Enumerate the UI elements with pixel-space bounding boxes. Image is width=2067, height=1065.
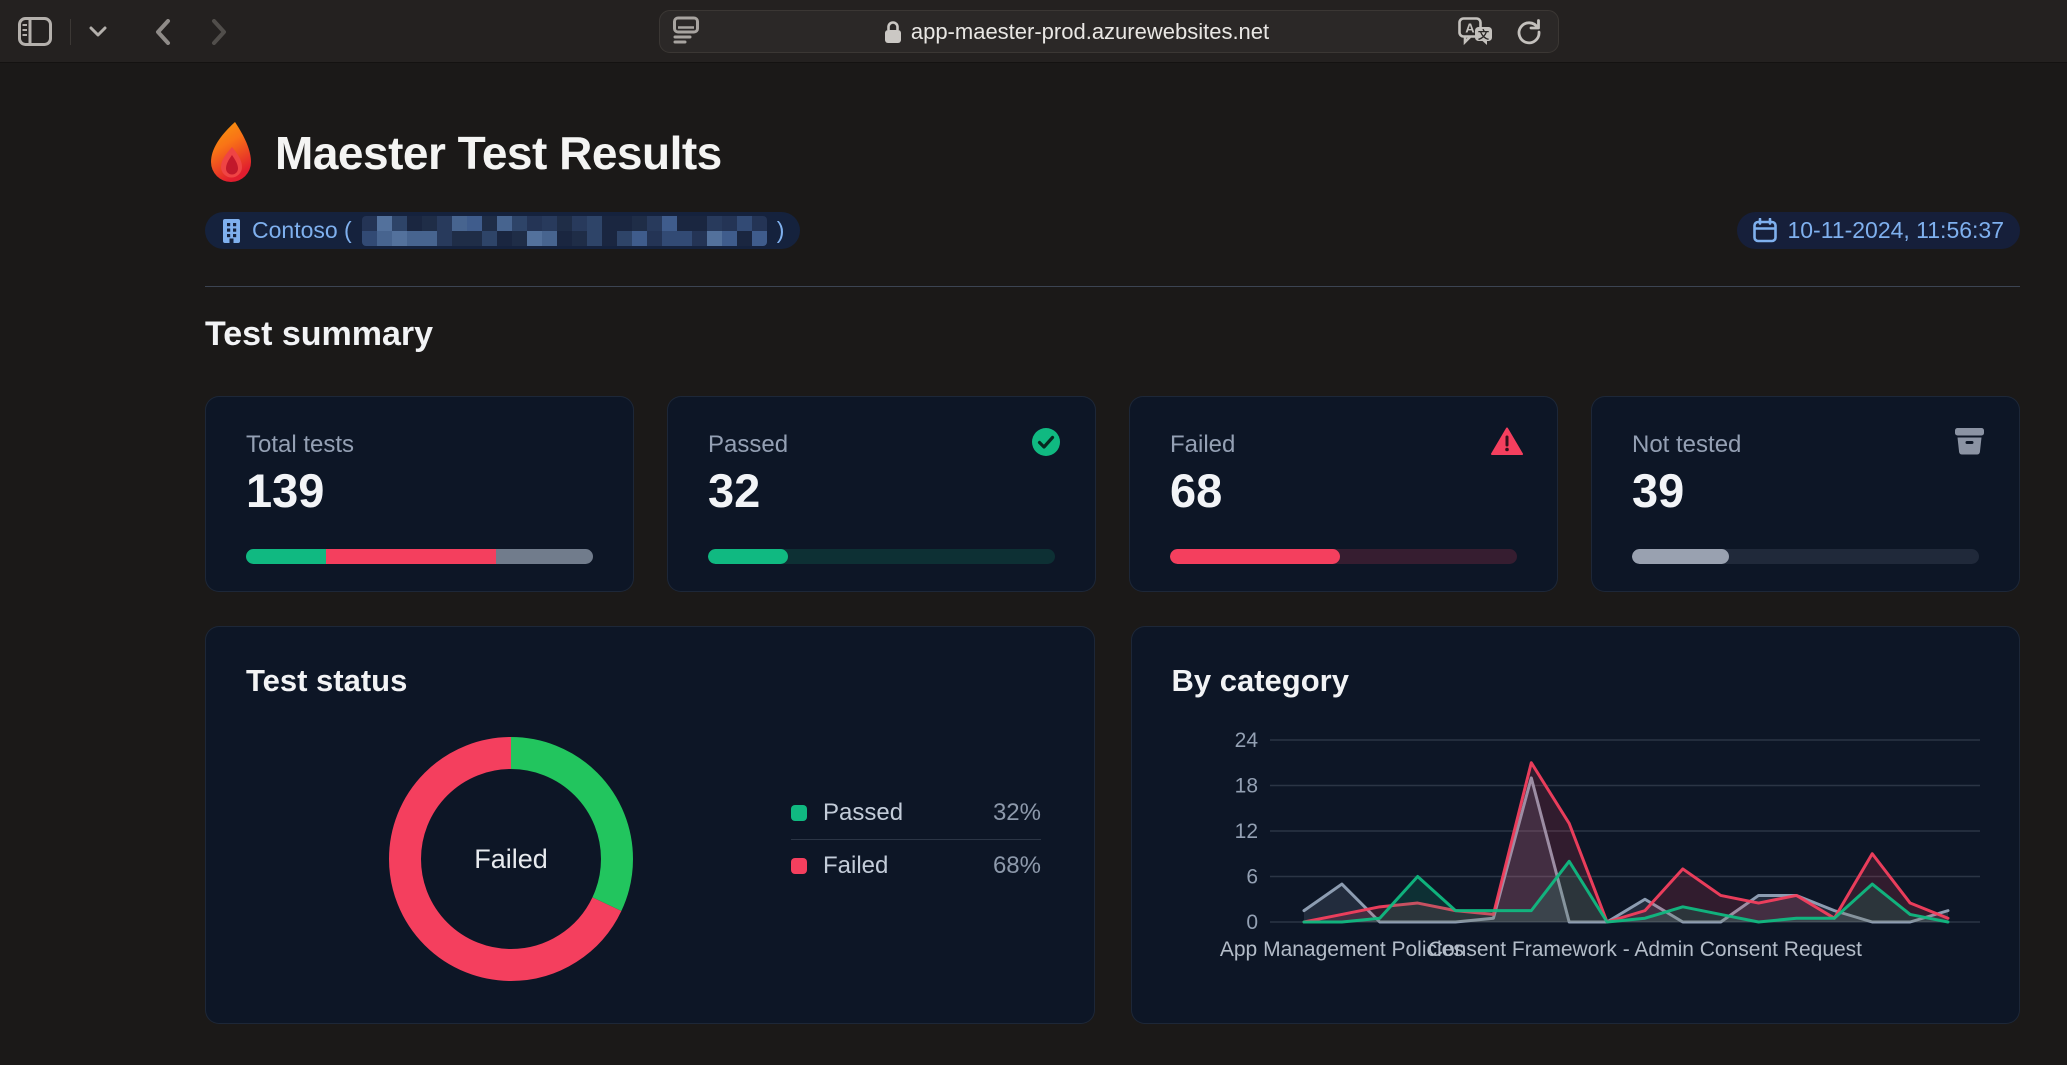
tenant-name-prefix: Contoso (	[252, 217, 352, 243]
redacted-tenant-id	[361, 215, 767, 246]
legend-row-failed: Failed 68%	[791, 840, 1041, 892]
sidebar-icon	[18, 17, 52, 46]
stat-label: Passed	[708, 431, 789, 458]
timestamp-text: 10-11-2024, 11:56:37	[1787, 217, 2004, 243]
chevron-right-icon	[212, 18, 226, 45]
translate-icon: A 文	[1458, 16, 1492, 45]
stat-value: 139	[246, 464, 325, 517]
sidebar-toggle-button[interactable]	[14, 13, 56, 50]
browser-toolbar: app-maester-prod.azurewebsites.net A 文	[0, 0, 2067, 63]
legend-row-passed: Passed 32%	[791, 787, 1041, 839]
bar-segment	[246, 549, 326, 564]
total-progress-bar	[246, 549, 593, 564]
svg-text:12: 12	[1234, 820, 1257, 843]
legend-value: 68%	[992, 852, 1041, 879]
chevron-left-icon	[156, 18, 170, 45]
summary-cards: Total tests 139 Passed 32 Failed 68	[205, 396, 2020, 592]
reload-button[interactable]	[1512, 14, 1546, 50]
lock-icon	[884, 20, 901, 43]
tenant-name-suffix: )	[776, 217, 785, 243]
not-tested-card: Not tested 39	[1591, 396, 2020, 592]
svg-text:A: A	[1465, 20, 1475, 35]
stat-label: Failed	[1170, 431, 1236, 458]
address-bar[interactable]: app-maester-prod.azurewebsites.net A 文	[659, 10, 1559, 53]
test-status-card: Test status Failed Passed 32% Failed 68%	[205, 626, 1095, 1024]
svg-text:App Management Policies: App Management Policies	[1219, 938, 1463, 961]
page-header: Maester Test Results	[205, 63, 2020, 185]
legend-value: 32%	[992, 799, 1041, 826]
reload-icon	[1517, 18, 1541, 44]
stat-label: Total tests	[246, 431, 355, 458]
failed-swatch-icon	[791, 858, 807, 874]
chevron-down-icon	[89, 26, 107, 37]
total-tests-card: Total tests 139	[205, 396, 634, 592]
summary-heading: Test summary	[205, 315, 434, 353]
stat-value: 32	[708, 464, 761, 517]
passed-progress-bar	[708, 549, 1055, 564]
passed-swatch-icon	[791, 805, 807, 821]
legend-separator	[791, 839, 1041, 840]
bar-fill	[1632, 549, 1730, 564]
meta-row: Contoso ( ) 10-11-2024, 11:56:37	[205, 212, 2020, 249]
svg-text:Consent Framework - Admin Cons: Consent Framework - Admin Consent Reques…	[1427, 938, 1861, 961]
test-status-heading: Test status	[246, 663, 408, 698]
calendar-icon	[1753, 218, 1778, 243]
legend-label: Failed	[823, 852, 889, 879]
sidebar-menu-chevron-button[interactable]	[85, 22, 111, 41]
svg-text:24: 24	[1234, 729, 1258, 752]
building-icon	[223, 218, 240, 243]
svg-text:0: 0	[1246, 911, 1258, 934]
archive-icon	[1954, 427, 1985, 461]
check-circle-icon	[1031, 427, 1061, 462]
by-category-card: By category 0 6 12 18 24 App Management Polic…	[1130, 626, 2020, 1024]
maester-report-page: Maester Test Results Contoso ( ) 10-11-2…	[0, 63, 2067, 1065]
bar-fill	[708, 549, 788, 564]
timestamp-badge: 10-11-2024, 11:56:37	[1737, 212, 2020, 249]
status-donut-chart: Failed	[379, 727, 643, 991]
translate-button[interactable]: A 文	[1454, 13, 1498, 51]
bar-segment	[495, 549, 593, 564]
status-legend: Passed 32% Failed 68%	[791, 787, 1041, 892]
warning-triangle-icon	[1491, 427, 1523, 461]
failed-progress-bar	[1170, 549, 1517, 564]
passed-card: Passed 32	[667, 396, 1096, 592]
toolbar-separator	[70, 18, 71, 45]
flame-logo-icon	[211, 122, 251, 182]
legend-label: Passed	[823, 799, 904, 826]
url-text: app-maester-prod.azurewebsites.net	[910, 18, 1270, 44]
svg-text:6: 6	[1246, 866, 1258, 889]
back-button[interactable]	[151, 15, 175, 49]
svg-text:18: 18	[1234, 775, 1257, 798]
bar-fill	[1170, 549, 1341, 564]
detail-cards: Test status Failed Passed 32% Failed 68%	[205, 626, 2020, 1024]
svg-text:文: 文	[1478, 27, 1490, 41]
stat-value: 68	[1170, 464, 1223, 517]
by-category-heading: By category	[1171, 663, 1349, 698]
page-settings-icon[interactable]	[673, 14, 699, 49]
failed-card: Failed 68	[1129, 396, 1558, 592]
page-title: Maester Test Results	[275, 127, 722, 179]
donut-center-label: Failed	[474, 843, 548, 874]
section-divider	[205, 286, 2020, 287]
stat-label: Not tested	[1632, 431, 1742, 458]
forward-button[interactable]	[207, 15, 231, 49]
tenant-badge: Contoso ( )	[205, 212, 801, 249]
bar-segment	[325, 549, 496, 564]
stat-value: 39	[1632, 464, 1685, 517]
not-tested-progress-bar	[1632, 549, 1979, 564]
